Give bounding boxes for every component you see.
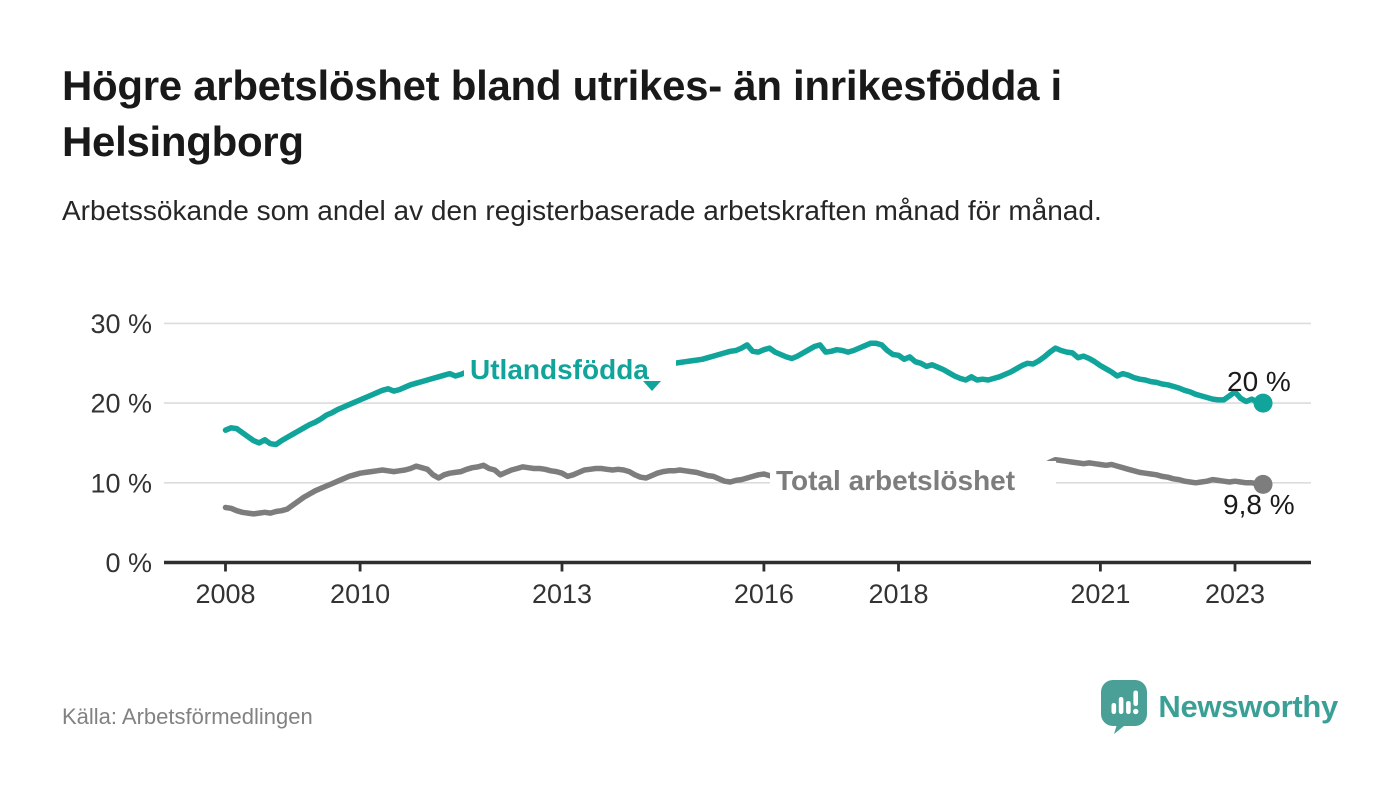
series-label-pointer-icon [643, 381, 661, 391]
series-label-mask [464, 349, 676, 385]
series-end-dot-utlandsfodda [1253, 393, 1273, 413]
brand-name: Newsworthy [1158, 689, 1338, 724]
end-value-label: 20 % [1227, 366, 1291, 397]
x-axis-label-2013: 2013 [532, 579, 592, 609]
series-label-total: Total arbetslöshet [776, 465, 1015, 496]
chart-title: Högre arbetslöshet bland utrikes- än inr… [62, 62, 1062, 165]
x-axis-label-2010: 2010 [330, 579, 390, 609]
newsworthy-icon [1101, 680, 1148, 734]
y-axis-label-30: 30 % [90, 309, 152, 339]
x-axis-label-2016: 2016 [734, 579, 794, 609]
end-value-label: 9,8 % [1223, 489, 1295, 520]
series-end-dot-total [1253, 474, 1273, 494]
y-axis-label-20: 20 % [90, 389, 152, 419]
y-axis-label-10: 10 % [90, 468, 152, 498]
x-axis-label-2021: 2021 [1070, 579, 1130, 609]
series-label-mask [770, 461, 1056, 495]
brand-logo: Newsworthy [1101, 680, 1338, 734]
series-line-total [222, 456, 1266, 517]
y-axis-label-0: 0 % [105, 548, 152, 578]
series-line-utlandsfodda [222, 340, 1266, 448]
source-note: Källa: Arbetsförmedlingen [62, 704, 313, 729]
x-axis-label-2023: 2023 [1205, 579, 1265, 609]
chart-subtitle: Arbetssökande som andel av den registerb… [62, 195, 1102, 226]
x-axis-label-2018: 2018 [868, 579, 928, 609]
x-axis-label-2008: 2008 [195, 579, 255, 609]
series-label-utlandsfodda: Utlandsfödda [470, 354, 649, 385]
